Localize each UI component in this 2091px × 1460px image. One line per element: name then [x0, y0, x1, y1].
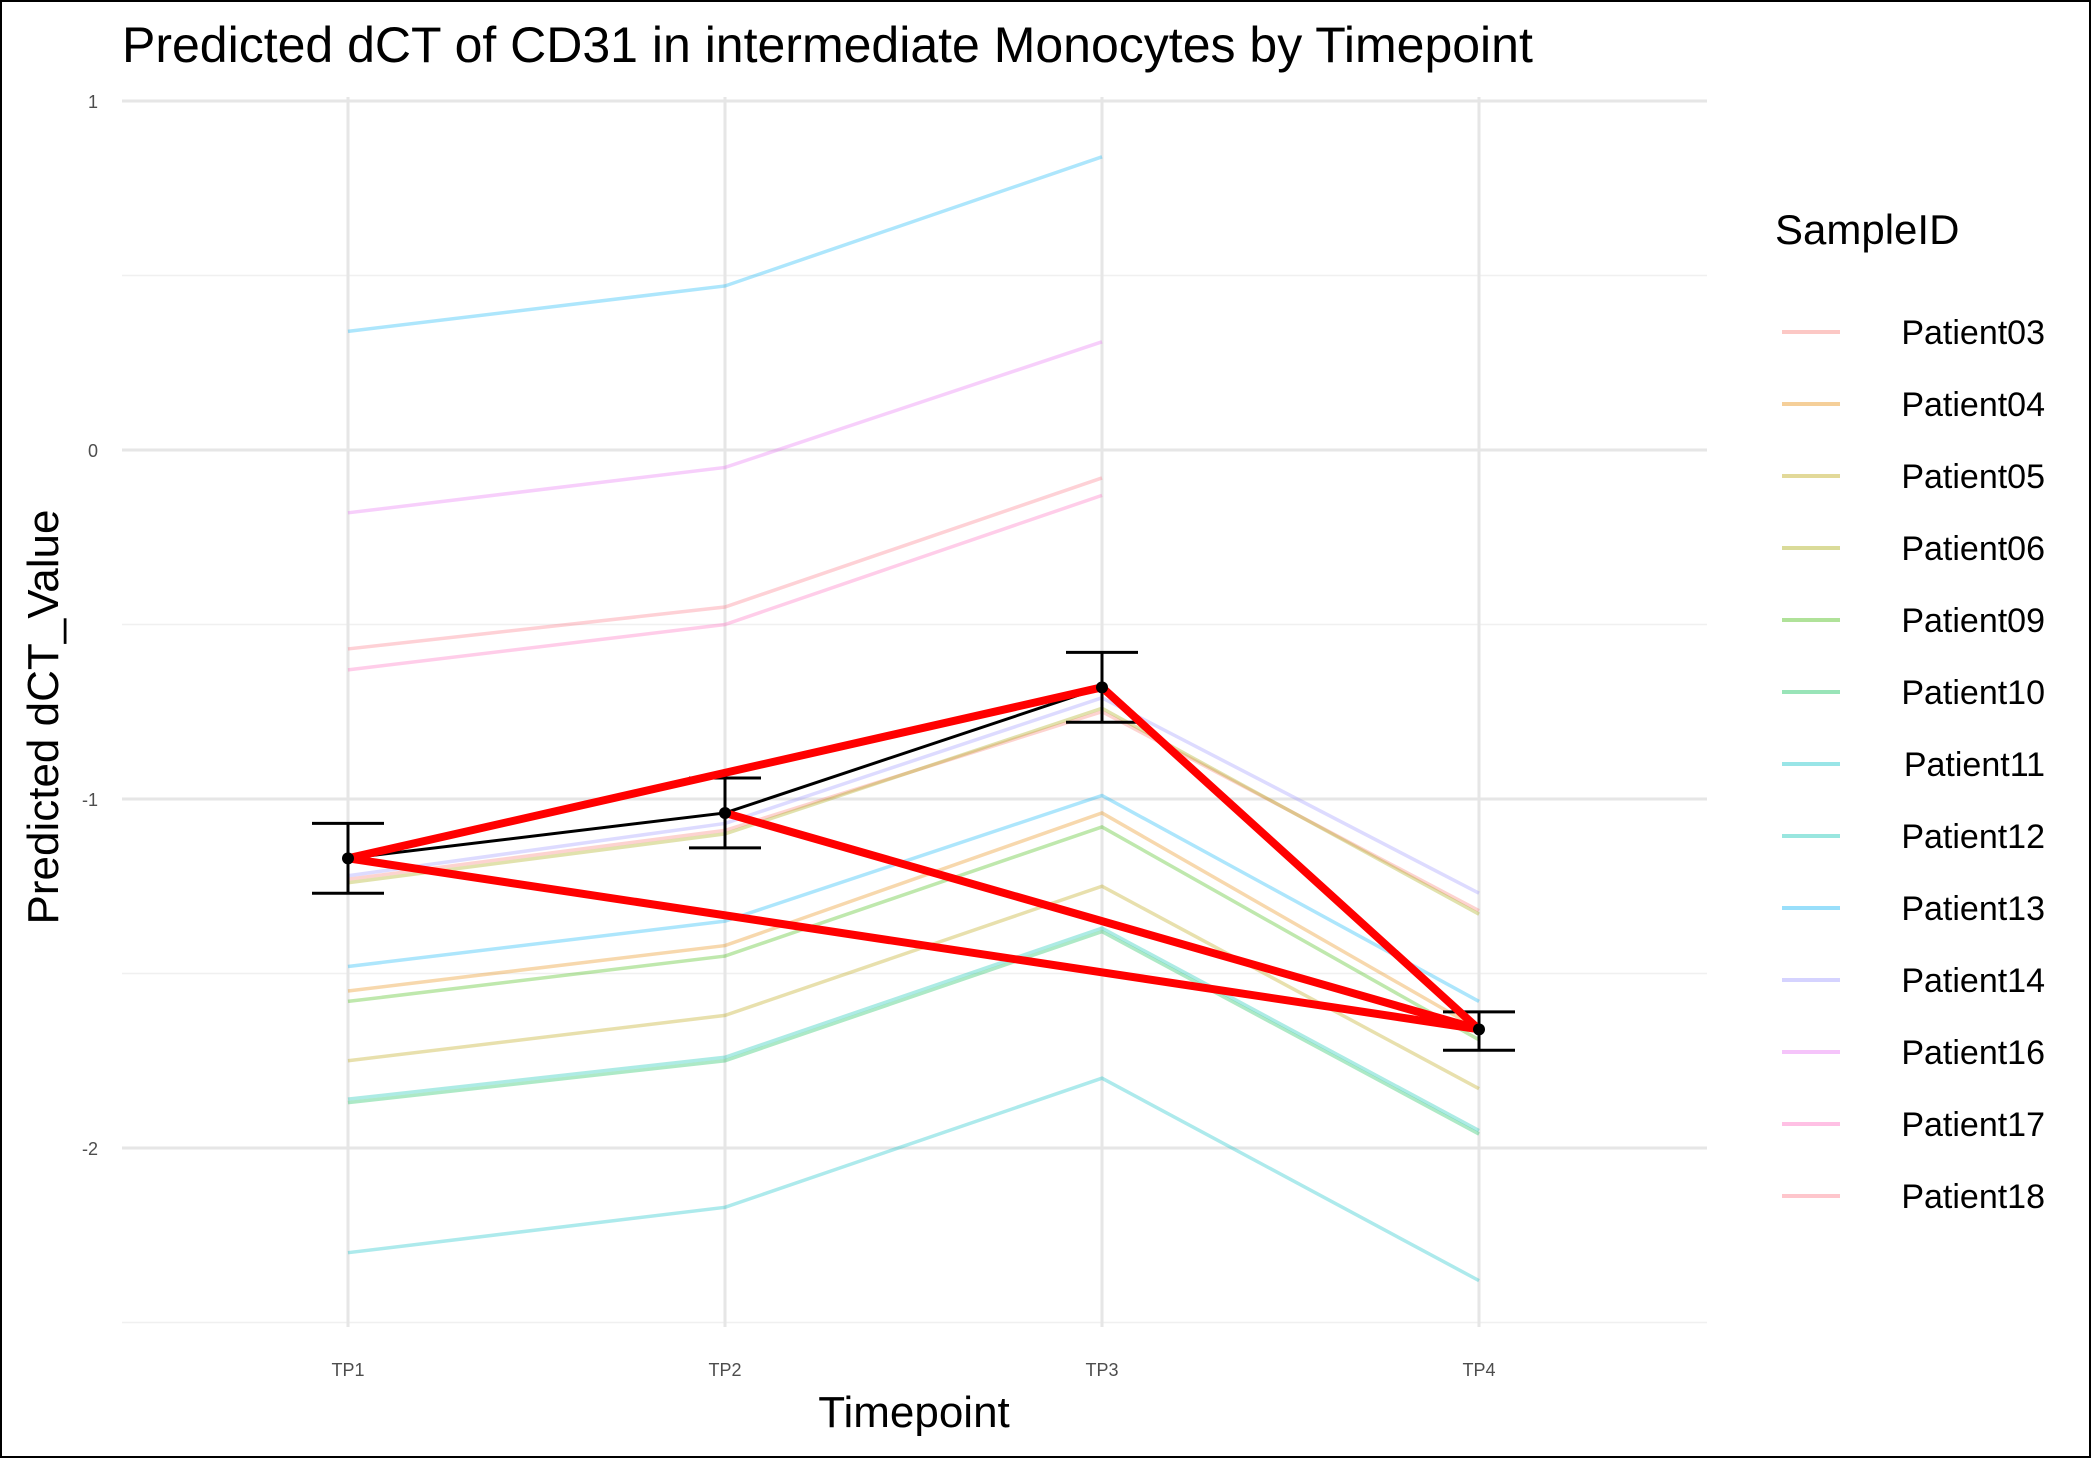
series-line-patient14	[347, 695, 1480, 895]
legend-label: Patient13	[1901, 890, 2045, 928]
highlight-segment	[1098, 683, 1483, 1034]
legend-label: Patient10	[1901, 674, 2045, 712]
legend-label: Patient14	[1901, 962, 2045, 1000]
legend-label: Patient06	[1901, 530, 2045, 568]
y-tick-label: 1	[88, 92, 98, 112]
x-tick-label: TP3	[1085, 1360, 1118, 1380]
legend-label: Patient11	[1904, 746, 2045, 784]
series-line-patient06	[347, 706, 1480, 916]
chart-title: Predicted dCT of CD31 in intermediate Mo…	[122, 17, 1533, 73]
series-line-patient12	[347, 926, 1480, 1133]
mean-point	[719, 806, 731, 819]
x-tick-label: TP2	[708, 1360, 741, 1380]
series-line-patient11	[347, 1076, 1480, 1283]
mean-point	[1096, 681, 1108, 694]
series-lines	[347, 155, 1480, 1283]
legend-label: Patient04	[1901, 386, 2045, 424]
legend-label: Patient16	[1901, 1034, 2045, 1072]
legend-label: Patient18	[1901, 1178, 2045, 1216]
y-tick-label: -1	[82, 790, 98, 810]
x-axis-label: Timepoint	[818, 1388, 1010, 1437]
series-line-patient05	[347, 884, 1480, 1091]
legend-label: Patient05	[1901, 458, 2045, 496]
mean-point	[1473, 1023, 1485, 1036]
legend-label: Patient12	[1901, 818, 2045, 856]
highlight-segment	[721, 808, 1483, 1034]
axes: 1 0 -1 -2 TP1 TP2 TP3 TP4	[82, 92, 1496, 1380]
legend-label: Patient17	[1901, 1106, 2045, 1144]
highlight-segment	[344, 683, 1106, 863]
series-line-patient13	[347, 155, 1103, 334]
legend-label: Patient03	[1901, 314, 2045, 352]
series-line-patient17	[347, 493, 1103, 672]
legend-label: Patient09	[1901, 602, 2045, 640]
y-axis-label: Predicted dCT_Value	[19, 510, 68, 925]
series-line-patient16	[347, 340, 1103, 515]
highlight-layer	[342, 681, 1485, 1036]
x-tick-label: TP1	[331, 1360, 364, 1380]
series-line-patient09	[347, 825, 1480, 1042]
mean-point	[342, 852, 354, 865]
x-tick-label: TP4	[1462, 1360, 1495, 1380]
series-line-patient18	[347, 476, 1103, 651]
grid	[122, 97, 1707, 1327]
y-tick-label: 0	[88, 441, 98, 461]
y-tick-label: -2	[82, 1139, 98, 1159]
series-line-patient03	[347, 709, 1480, 913]
series-line-unlabeled	[347, 793, 1480, 1003]
series-line-patient04	[347, 811, 1480, 1031]
legend-title: SampleID	[1775, 206, 1959, 253]
series-line-patient10	[347, 929, 1480, 1136]
highlight-segment	[344, 854, 1483, 1034]
legend: SampleID Patient03 Patient04 Patient05 Patie…	[1775, 206, 2045, 1216]
